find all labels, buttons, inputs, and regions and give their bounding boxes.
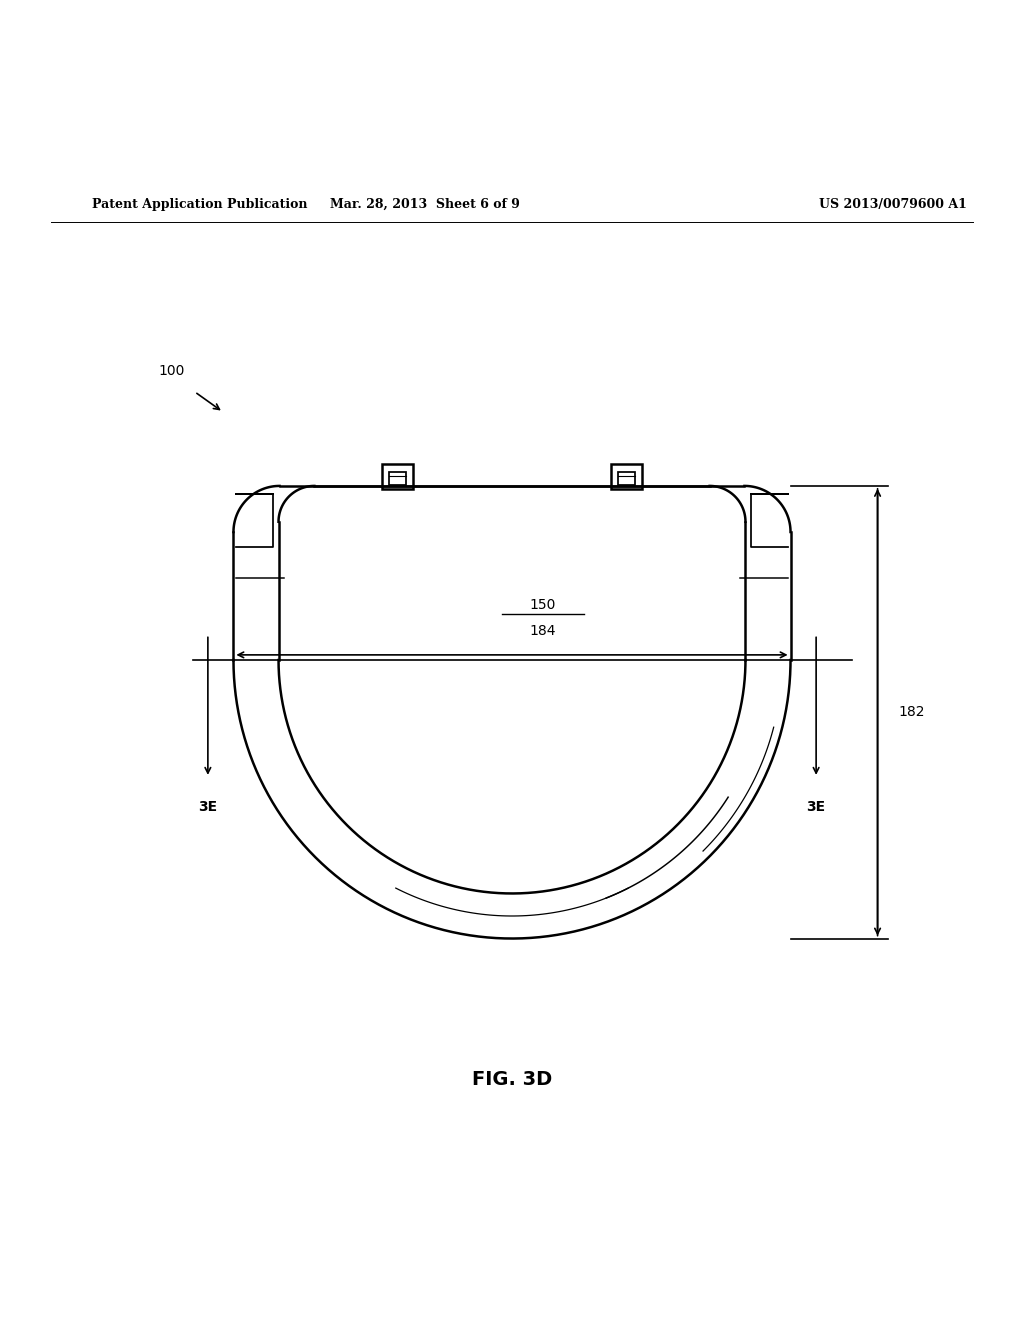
Text: US 2013/0079600 A1: US 2013/0079600 A1 [819, 198, 967, 211]
Text: Mar. 28, 2013  Sheet 6 of 9: Mar. 28, 2013 Sheet 6 of 9 [330, 198, 520, 211]
Text: 3E: 3E [199, 800, 217, 814]
Text: Patent Application Publication: Patent Application Publication [92, 198, 307, 211]
Text: 150: 150 [529, 598, 556, 612]
Text: 182: 182 [898, 705, 925, 719]
Text: 100: 100 [159, 364, 185, 379]
Text: 184: 184 [529, 624, 556, 639]
Text: 3E: 3E [807, 800, 825, 814]
Text: FIG. 3D: FIG. 3D [472, 1071, 552, 1089]
